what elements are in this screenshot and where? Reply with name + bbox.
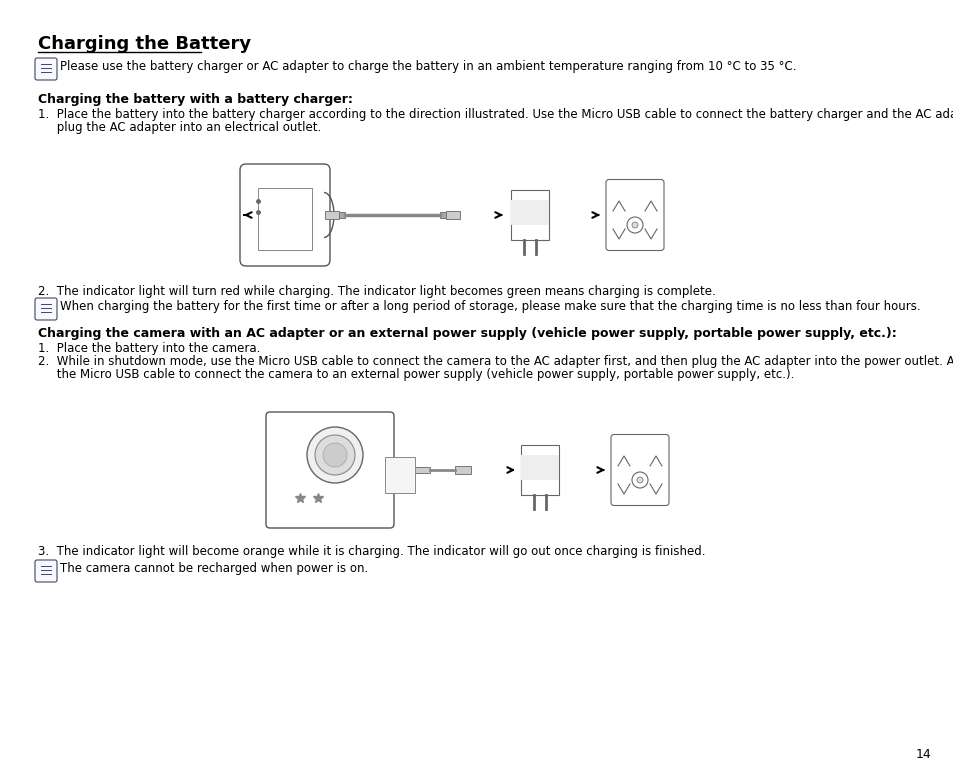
Text: 3.  The indicator light will become orange while it is charging. The indicator w: 3. The indicator light will become orang…: [38, 545, 705, 558]
FancyBboxPatch shape: [257, 188, 312, 250]
Bar: [410, 467, 430, 473]
Bar: [325, 211, 338, 219]
Text: Charging the camera with an AC adapter or an external power supply (vehicle powe: Charging the camera with an AC adapter o…: [38, 327, 896, 340]
Bar: [511, 200, 548, 225]
Circle shape: [631, 222, 638, 228]
Circle shape: [631, 472, 647, 488]
FancyBboxPatch shape: [35, 298, 57, 320]
Text: When charging the battery for the first time or after a long period of storage, : When charging the battery for the first …: [60, 300, 920, 313]
Bar: [385, 457, 415, 493]
Text: 1.  Place the battery into the camera.: 1. Place the battery into the camera.: [38, 342, 260, 355]
Circle shape: [314, 435, 355, 475]
Text: The camera cannot be recharged when power is on.: The camera cannot be recharged when powe…: [60, 562, 368, 575]
Bar: [455, 466, 471, 474]
Text: 2.  The indicator light will turn red while charging. The indicator light become: 2. The indicator light will turn red whi…: [38, 285, 715, 298]
Bar: [520, 445, 558, 495]
Text: the Micro USB cable to connect the camera to an external power supply (vehicle p: the Micro USB cable to connect the camer…: [38, 368, 794, 381]
Bar: [439, 212, 446, 218]
Text: 1.  Place the battery into the battery charger according to the direction illust: 1. Place the battery into the battery ch…: [38, 108, 953, 121]
FancyBboxPatch shape: [610, 434, 668, 505]
FancyBboxPatch shape: [35, 58, 57, 80]
Circle shape: [626, 217, 642, 233]
FancyBboxPatch shape: [35, 560, 57, 582]
FancyBboxPatch shape: [240, 164, 330, 266]
Bar: [511, 190, 548, 240]
Text: Charging the Battery: Charging the Battery: [38, 35, 251, 53]
Text: Charging the battery with a battery charger:: Charging the battery with a battery char…: [38, 93, 353, 106]
Text: 2.  While in shutdown mode, use the Micro USB cable to connect the camera to the: 2. While in shutdown mode, use the Micro…: [38, 355, 953, 368]
Bar: [446, 211, 459, 219]
Text: 14: 14: [915, 748, 931, 761]
Bar: [338, 212, 345, 218]
Bar: [520, 455, 558, 480]
Text: Please use the battery charger or AC adapter to charge the battery in an ambient: Please use the battery charger or AC ada…: [60, 60, 796, 73]
FancyBboxPatch shape: [266, 412, 394, 528]
Circle shape: [637, 477, 642, 483]
Circle shape: [323, 443, 347, 467]
Circle shape: [307, 427, 363, 483]
FancyBboxPatch shape: [605, 179, 663, 251]
Text: plug the AC adapter into an electrical outlet.: plug the AC adapter into an electrical o…: [38, 121, 321, 134]
